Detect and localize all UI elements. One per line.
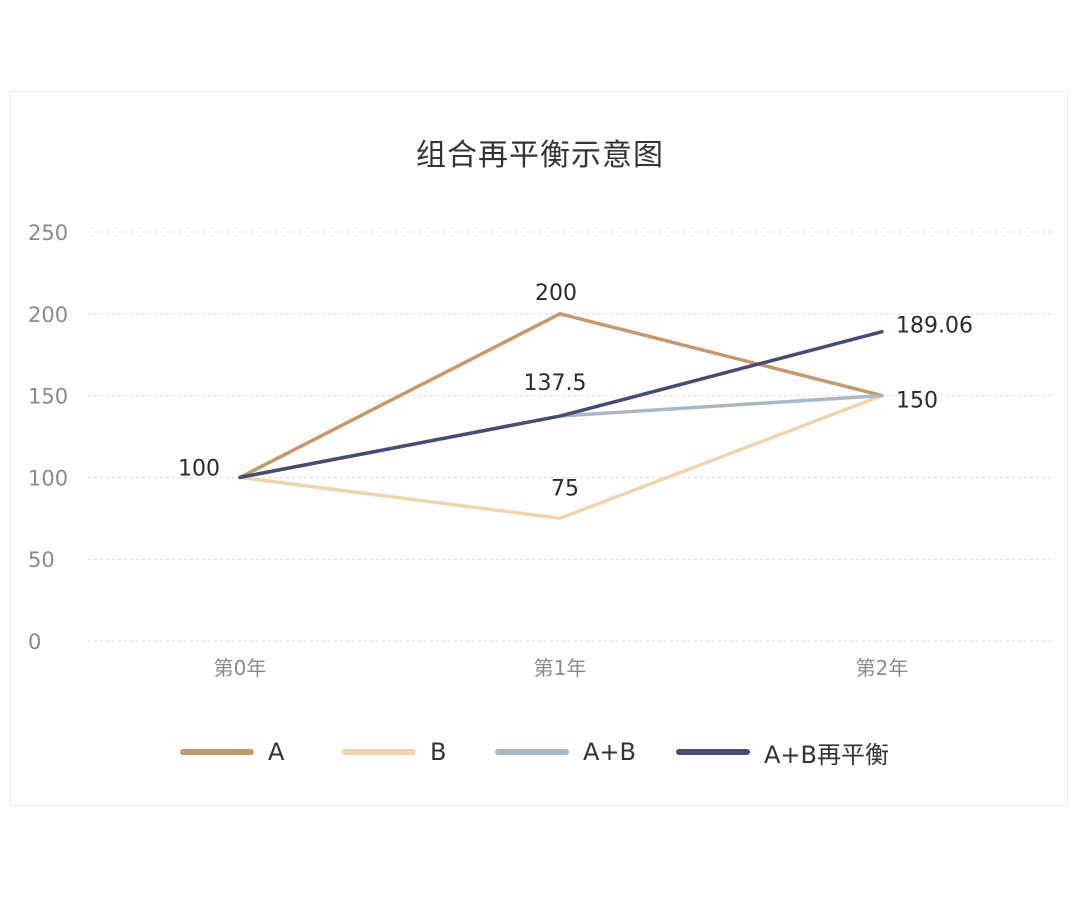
legend-label-a-plus-b: A+B [583, 738, 636, 766]
legend-swatch-a [180, 749, 254, 755]
y-tick-label-100: 100 [28, 466, 68, 490]
series-line-a-plus-b-rebalanced [238, 329, 884, 480]
y-axis-ticks: 0 50 100 150 200 250 [28, 221, 68, 654]
data-point-b-1 [558, 516, 562, 520]
y-tick-label-0: 0 [28, 630, 41, 654]
data-point-a-plus-b-rebalanced-2 [880, 330, 884, 334]
y-tick-label-250: 250 [28, 221, 68, 245]
y-tick-label-200: 200 [28, 303, 68, 327]
x-tick-label-0: 第0年 [214, 656, 267, 680]
data-point-a-plus-b-rebalanced-0 [238, 475, 242, 479]
y-tick-label-50: 50 [28, 548, 55, 572]
chart-title: 组合再平衡示意图 [416, 138, 664, 173]
data-label-5: 189.06 [896, 314, 973, 339]
legend-swatch-a-plus-b [495, 749, 569, 755]
legend-item-a-plus-b[interactable]: A+B [495, 732, 636, 772]
data-label-1: 200 [535, 281, 577, 306]
data-point-a-plus-b-rebalanced-1 [558, 414, 562, 418]
data-label-4: 150 [896, 389, 938, 414]
x-tick-label-2: 第2年 [856, 656, 909, 680]
legend-label-a-plus-b-rebalanced: A+B再平衡 [764, 740, 889, 769]
data-label-3: 137.5 [524, 371, 587, 396]
legend-item-b[interactable]: B [342, 732, 446, 772]
y-tick-label-150: 150 [28, 385, 68, 409]
legend-item-a-plus-b-rebalanced[interactable]: A+B再平衡 [676, 732, 889, 772]
data-point-a-plus-b-2 [880, 394, 884, 398]
legend-label-b: B [430, 738, 447, 766]
legend-swatch-a-plus-b-rebalanced [676, 749, 750, 755]
legend: A B A+B A+B再平衡 [0, 732, 1080, 772]
x-axis-ticks: 第0年 第1年 第2年 [214, 656, 909, 680]
data-labels: 100 200 75 137.5 150 189.06 [178, 281, 973, 502]
legend-label-a: A [268, 738, 285, 766]
data-point-a-1 [558, 312, 562, 316]
chart-card [10, 91, 1068, 806]
legend-item-a[interactable]: A [180, 732, 284, 772]
grid-lines [88, 231, 1055, 642]
data-label-2: 75 [551, 476, 579, 501]
x-tick-label-1: 第1年 [534, 656, 587, 680]
data-label-0: 100 [178, 456, 220, 481]
series-lines [238, 312, 884, 521]
legend-swatch-b [342, 749, 416, 755]
series-line-a-plus-b [238, 393, 884, 480]
